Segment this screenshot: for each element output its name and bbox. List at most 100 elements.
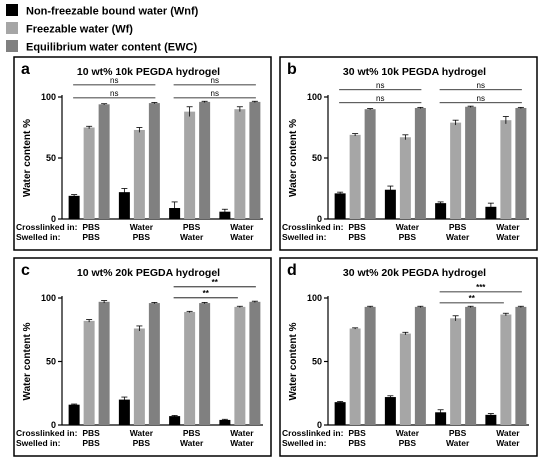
y-tick-label: 100 — [307, 293, 322, 303]
category-swelled-label: PBS — [133, 438, 151, 448]
legend: Non-freezable bound water (Wnf) Freezable… — [6, 4, 199, 54]
bar-series1-group2 — [384, 189, 396, 219]
legend-swatch-3 — [6, 40, 18, 52]
bar-series1-group3 — [169, 416, 181, 425]
y-tick-label: 100 — [41, 92, 56, 102]
row-label-swelled: Swelled in: — [16, 232, 61, 242]
row-label-crosslinked: Crosslinked in: — [282, 222, 344, 232]
category-swelled-label: Water — [180, 438, 204, 448]
category-swelled-label: PBS — [133, 232, 151, 242]
bar-series1-group2 — [384, 397, 396, 425]
category-crosslinked-label: PBS — [449, 222, 467, 232]
bar-series2-group3 — [184, 311, 196, 425]
bar-series2-group4 — [500, 120, 512, 219]
category-swelled-label: Water — [496, 232, 520, 242]
bar-series1-group2 — [118, 192, 130, 219]
bar-series3-group2 — [148, 103, 160, 219]
bar-series3-group3 — [465, 106, 477, 219]
category-crosslinked-label: PBS — [183, 428, 201, 438]
legend-label-3: Equilibrium water content (EWC) — [26, 42, 197, 54]
bar-series3-group4 — [515, 107, 527, 219]
bar-series2-group3 — [450, 318, 462, 425]
category-crosslinked-label: PBS — [348, 222, 366, 232]
category-crosslinked-label: PBS — [82, 222, 100, 232]
bar-series2-group2 — [133, 129, 145, 219]
bar-series1-group1 — [68, 195, 80, 219]
legend-swatch-1 — [6, 4, 18, 16]
category-swelled-label: Water — [446, 232, 470, 242]
significance-label: ** — [212, 278, 219, 287]
significance-label: ns — [110, 76, 118, 85]
category-crosslinked-label: Water — [230, 222, 254, 232]
y-tick-label: 50 — [46, 357, 56, 367]
bar-series2-group1 — [83, 320, 95, 425]
significance-label: ns — [110, 89, 118, 98]
panel-d: d 30 wt% 20k PEGDA hydrogel Water content … — [279, 257, 538, 457]
y-axis-label: Water content % — [288, 119, 299, 197]
y-tick-label: 100 — [307, 92, 322, 102]
bar-series3-group2 — [414, 306, 426, 425]
bar-series3-group1 — [364, 109, 376, 219]
row-label-crosslinked: Crosslinked in: — [16, 428, 78, 438]
bar-series1-group4 — [485, 414, 497, 425]
row-label-crosslinked: Crosslinked in: — [16, 222, 78, 232]
category-crosslinked-label: Water — [396, 428, 420, 438]
category-crosslinked-label: PBS — [82, 428, 100, 438]
bar-series1-group4 — [219, 211, 231, 219]
category-swelled-label: PBS — [399, 232, 417, 242]
category-crosslinked-label: Water — [230, 428, 254, 438]
significance-label: *** — [476, 283, 486, 292]
panel-letter: c — [21, 262, 30, 279]
panel-a: a 10 wt% 10k PEGDA hydrogel Water content … — [13, 56, 272, 251]
bar-series3-group4 — [515, 306, 527, 425]
category-swelled-label: Water — [230, 232, 254, 242]
bar-series2-group1 — [349, 328, 361, 425]
row-label-swelled: Swelled in: — [282, 232, 327, 242]
bar-series1-group3 — [435, 203, 447, 219]
bar-series1-group4 — [219, 419, 231, 425]
bar-series1-group4 — [485, 206, 497, 219]
bar-series3-group4 — [249, 301, 261, 425]
bar-series3-group1 — [98, 104, 110, 219]
category-swelled-label: PBS — [82, 438, 100, 448]
category-crosslinked-label: Water — [396, 222, 420, 232]
category-crosslinked-label: Water — [496, 428, 520, 438]
y-tick-label: 50 — [46, 153, 56, 163]
bar-series2-group2 — [399, 137, 411, 219]
row-label-swelled: Swelled in: — [16, 438, 61, 448]
panel-title: 10 wt% 20k PEGDA hydrogel — [77, 267, 220, 279]
significance-label: ** — [469, 294, 476, 303]
significance-label: ns — [477, 81, 485, 90]
bar-series3-group1 — [98, 301, 110, 425]
bar-series3-group3 — [465, 306, 477, 425]
category-swelled-label: PBS — [348, 232, 366, 242]
y-tick-label: 0 — [317, 420, 322, 430]
significance-label: ns — [376, 94, 384, 103]
category-swelled-label: Water — [180, 232, 204, 242]
bar-series2-group4 — [500, 314, 512, 425]
bar-series3-group4 — [249, 101, 261, 219]
legend-label-1: Non-freezable bound water (Wnf) — [26, 6, 199, 18]
bar-series2-group2 — [399, 333, 411, 425]
bar-series1-group2 — [118, 399, 130, 425]
legend-label-2: Freezable water (Wf) — [26, 24, 133, 36]
y-tick-label: 100 — [41, 293, 56, 303]
legend-swatch-2 — [6, 22, 18, 34]
bar-series1-group3 — [435, 412, 447, 425]
bar-series3-group2 — [414, 107, 426, 219]
row-label-crosslinked: Crosslinked in: — [282, 428, 344, 438]
panel-title: 30 wt% 10k PEGDA hydrogel — [343, 66, 486, 78]
significance-label: ns — [211, 89, 219, 98]
significance-label: ns — [211, 76, 219, 85]
category-swelled-label: PBS — [399, 438, 417, 448]
panel-c: c 10 wt% 20k PEGDA hydrogel Water content … — [13, 257, 272, 457]
y-tick-label: 0 — [51, 420, 56, 430]
bar-series2-group1 — [83, 127, 95, 219]
y-axis-label: Water content % — [22, 322, 33, 400]
bar-series2-group4 — [234, 109, 246, 219]
category-swelled-label: PBS — [82, 232, 100, 242]
category-swelled-label: Water — [496, 438, 520, 448]
y-axis-label: Water content % — [22, 119, 33, 197]
bar-series1-group1 — [334, 193, 346, 219]
